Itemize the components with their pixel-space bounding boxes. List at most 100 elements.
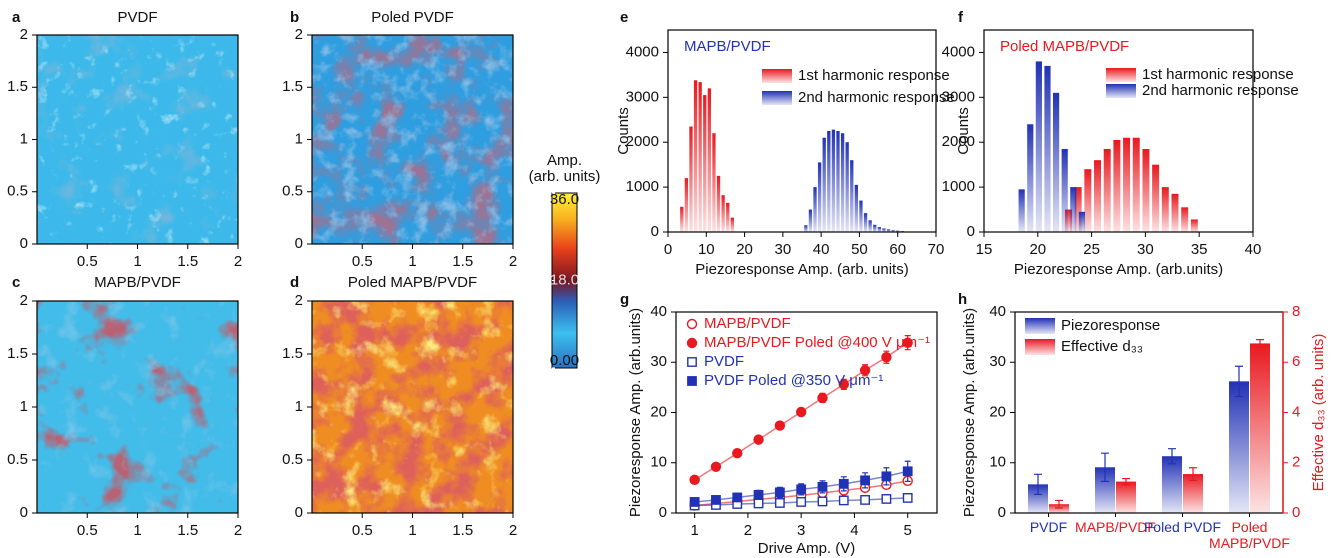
bar — [1028, 484, 1048, 513]
histogram-bar — [1171, 193, 1179, 232]
y-tick-label: 0.5 — [7, 183, 28, 200]
legend-label: PVDF — [704, 353, 744, 370]
marker — [838, 379, 849, 390]
panel-letter: g — [620, 291, 629, 308]
histogram-bar — [813, 187, 817, 232]
y-tick-label: 4000 — [942, 43, 975, 60]
legend-swatch — [762, 91, 792, 105]
y-axis-label: Piezoresponse Amp. (arb.units) — [961, 308, 978, 517]
marker — [753, 490, 764, 500]
y-tick-label: 1 — [295, 130, 303, 147]
legend-label: Effective d₃₃ — [1061, 338, 1143, 355]
x-tick-label: 2 — [234, 522, 242, 539]
plot-frame — [983, 29, 1254, 233]
y-tick-label: 1.5 — [7, 345, 28, 362]
y-tick-label: 0.5 — [282, 183, 303, 200]
x-axis-label: Drive Amp. (V) — [758, 540, 856, 557]
marker — [686, 318, 698, 330]
colorbar — [551, 192, 578, 369]
histogram-bar — [1161, 187, 1169, 232]
marker — [902, 337, 913, 348]
colorbar-subtitle: (arb. units) — [529, 168, 601, 185]
bar — [1049, 504, 1069, 513]
x-tick-label: 1 — [408, 522, 416, 539]
y-tick-label: 1 — [20, 398, 28, 415]
histogram-bar — [1052, 92, 1060, 232]
y-tick-label: 0 — [295, 504, 303, 521]
histogram-bar — [1103, 148, 1111, 232]
y-tick-label: 0.5 — [7, 451, 28, 468]
histogram-bar — [827, 131, 831, 232]
x-tick-label: 0.5 — [77, 522, 98, 539]
x-tick-label: 35 — [1191, 241, 1208, 258]
x-tick-label: 0 — [664, 241, 672, 258]
panel-letter: b — [290, 9, 299, 26]
y-tick-label: 20 — [650, 403, 667, 420]
plot-frame — [667, 29, 937, 233]
histogram-bar — [1142, 148, 1150, 232]
legend-swatch — [1106, 84, 1136, 98]
histogram-bar — [1044, 65, 1051, 233]
panel-letter: f — [958, 9, 964, 26]
marker — [689, 497, 700, 507]
colorbar-title: Amp. — [547, 152, 582, 169]
x-tick-label: 1 — [690, 522, 698, 539]
x-tick-label: 50 — [851, 241, 868, 258]
histogram-bar — [1084, 169, 1092, 232]
bar — [1183, 474, 1203, 513]
y-tick-label: 1 — [20, 130, 28, 147]
x-tick-label: 0.5 — [77, 253, 98, 270]
x-tick-label: 70 — [928, 241, 945, 258]
histogram-bar — [886, 229, 891, 232]
y-tick-label: 4 — [1292, 403, 1300, 420]
histogram-bar — [1094, 160, 1102, 232]
histogram-bar — [1078, 211, 1086, 232]
y-tick-label: 8 — [1292, 303, 1300, 320]
y-tick-label: 30 — [989, 353, 1006, 370]
marker — [817, 392, 828, 404]
marker — [860, 475, 870, 486]
histogram-bar — [831, 129, 836, 232]
marker — [881, 494, 892, 504]
histogram-bar — [836, 131, 840, 232]
annotation: Poled MAPB/PVDF — [1000, 38, 1129, 55]
x-tick-label: 30 — [1137, 241, 1154, 258]
error-bar — [1034, 473, 1042, 496]
histogram-bar — [716, 175, 721, 232]
y-tick-label: 0 — [659, 504, 667, 521]
y-tick-label: 2 — [295, 292, 303, 309]
error-bar — [1256, 339, 1264, 348]
marker — [753, 498, 764, 509]
bar — [1095, 467, 1115, 513]
bar — [1250, 343, 1270, 513]
marker — [795, 406, 807, 418]
y-tick-label: 40 — [650, 303, 667, 320]
histogram-bar — [1064, 209, 1072, 232]
histogram-bar — [817, 162, 822, 232]
histogram-bar — [693, 80, 698, 232]
legend-label: MAPB/PVDF Poled @400 V μm⁻¹ — [704, 334, 930, 351]
map-texture — [312, 35, 513, 244]
marker — [774, 487, 785, 498]
colorbar-tick-label: 36.0 — [550, 191, 579, 208]
marker — [687, 357, 697, 367]
histogram-bar — [689, 126, 693, 232]
histogram-bar — [1018, 189, 1025, 232]
histogram-bar — [808, 209, 813, 232]
error-bar — [1168, 448, 1176, 465]
x-tick-label: Poled MAPB/PVDF — [1209, 519, 1290, 551]
marker — [796, 484, 807, 495]
x-tick-label: 3 — [797, 522, 805, 539]
histogram-bar — [712, 133, 716, 232]
x-tick-label: 0.5 — [352, 522, 373, 539]
marker — [796, 497, 807, 507]
x-axis-label: Piezoresponse Amp. (arb.units) — [1014, 261, 1223, 278]
histogram-bar — [859, 200, 863, 232]
y-tick-label: 6 — [1292, 353, 1300, 370]
marker — [817, 496, 828, 507]
x-tick-label: 2 — [509, 522, 517, 539]
error-bar — [1235, 365, 1243, 398]
marker — [687, 376, 697, 386]
